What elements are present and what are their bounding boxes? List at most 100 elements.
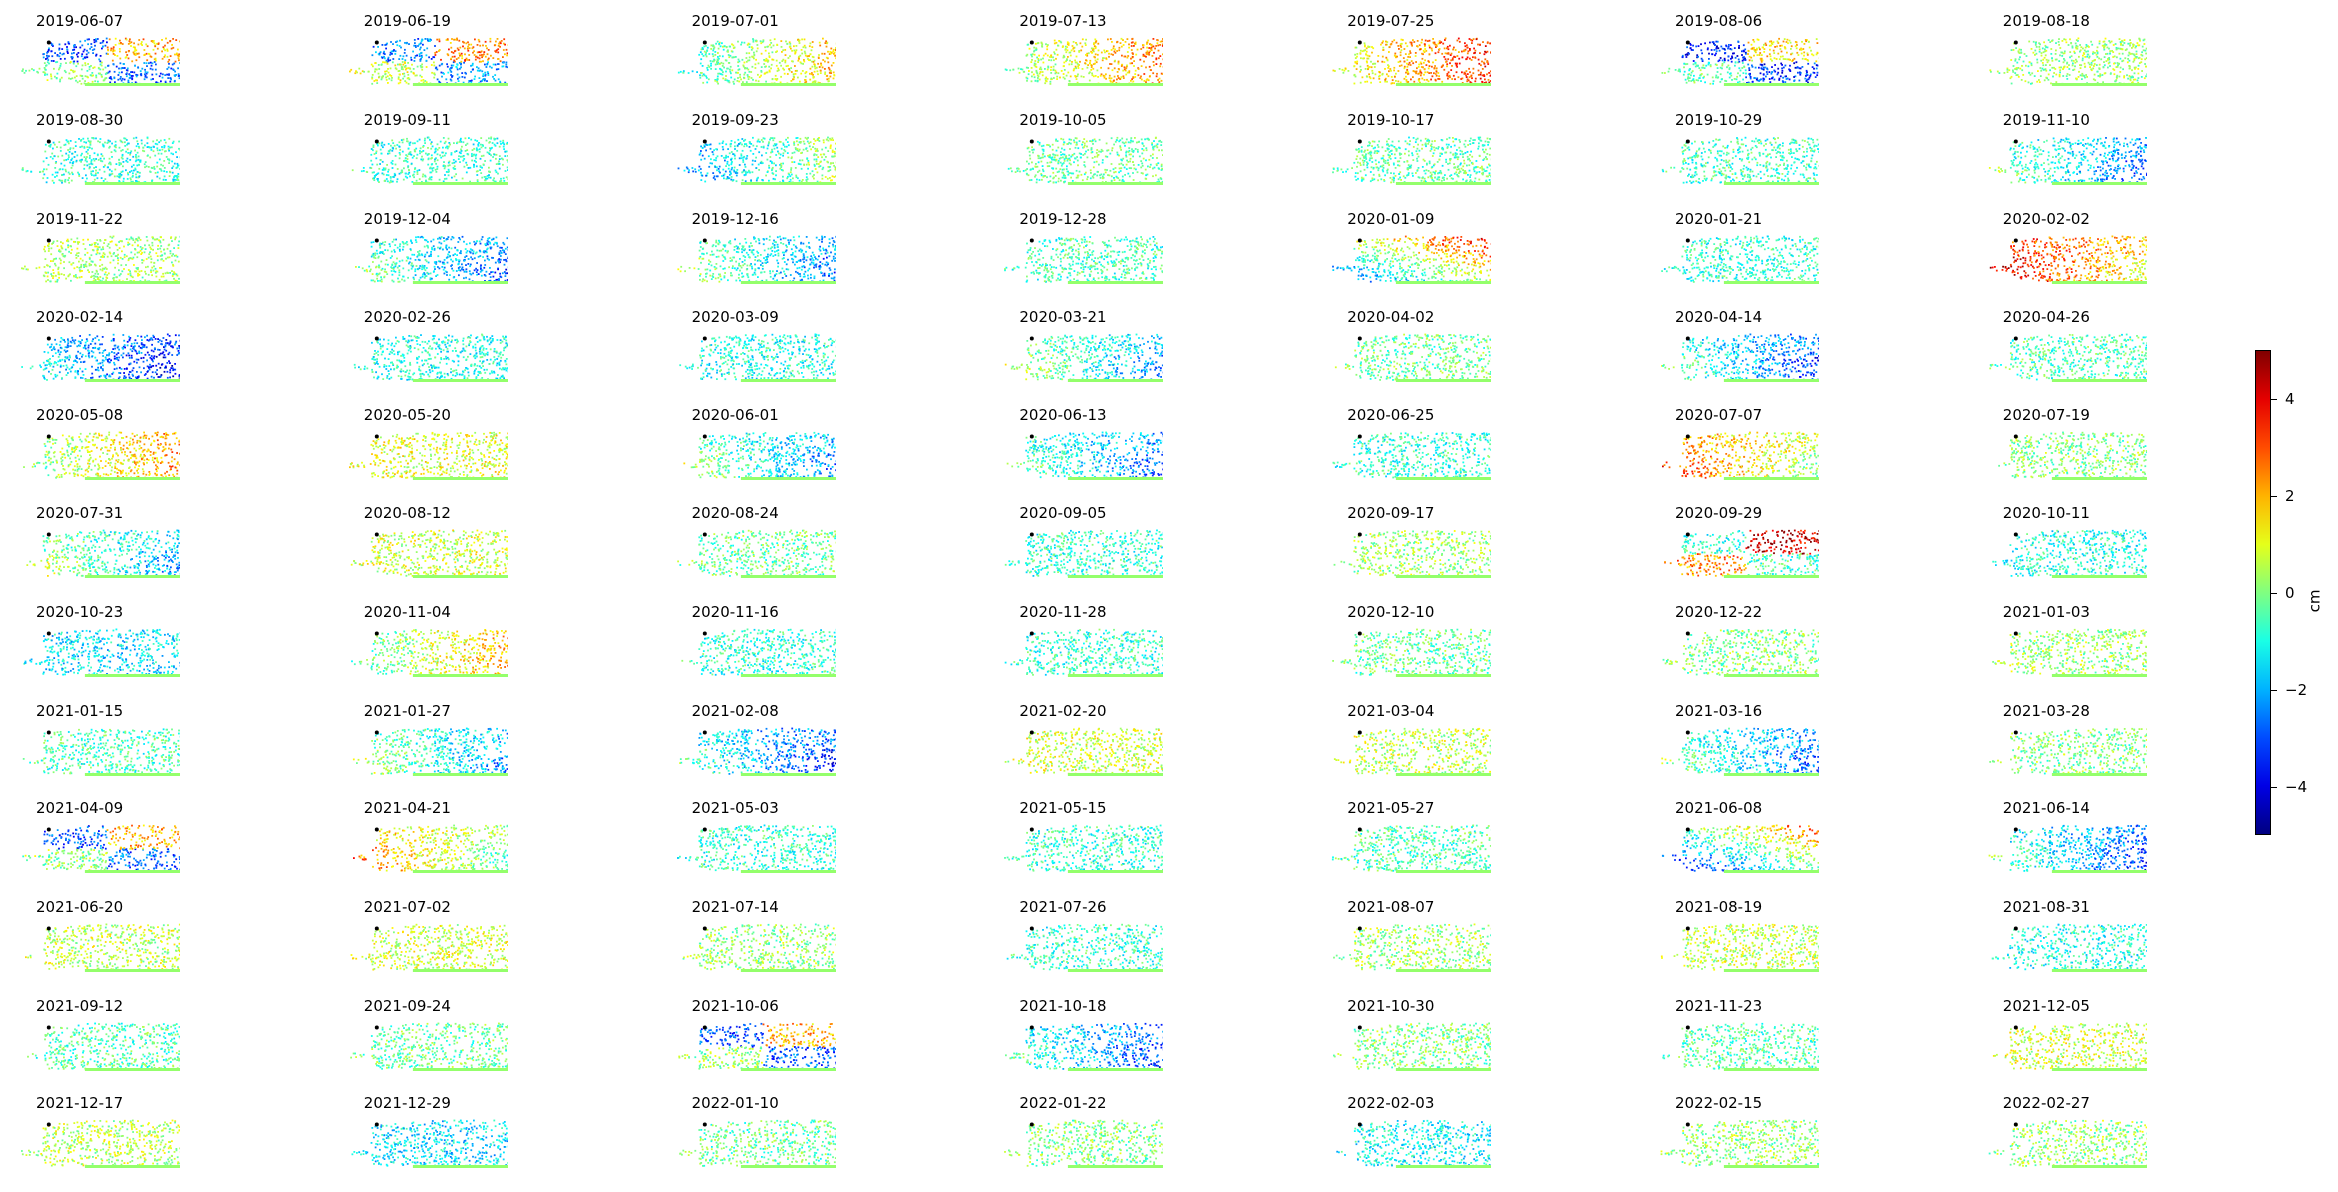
panel-date-label: 2020-02-14 bbox=[36, 308, 123, 326]
map-panel: 2020-09-29 bbox=[1639, 504, 1969, 602]
panel-date-label: 2019-08-06 bbox=[1675, 12, 1762, 30]
map-panel: 2020-11-28 bbox=[983, 603, 1313, 701]
panel-date-label: 2022-02-15 bbox=[1675, 1094, 1762, 1112]
displacement-map bbox=[0, 821, 180, 877]
displacement-map bbox=[328, 625, 508, 681]
panel-date-label: 2020-02-26 bbox=[364, 308, 451, 326]
map-panel: 2021-01-15 bbox=[0, 702, 330, 800]
map-panel: 2021-03-04 bbox=[1311, 702, 1641, 800]
map-panel: 2019-10-29 bbox=[1639, 111, 1969, 209]
panel-date-label: 2019-12-16 bbox=[692, 210, 779, 228]
map-panel: 2022-02-03 bbox=[1311, 1094, 1641, 1192]
panel-date-label: 2019-11-22 bbox=[36, 210, 123, 228]
panel-date-label: 2019-10-05 bbox=[1019, 111, 1106, 129]
displacement-map bbox=[1311, 821, 1491, 877]
panel-date-label: 2021-01-15 bbox=[36, 702, 123, 720]
map-panel: 2021-03-16 bbox=[1639, 702, 1969, 800]
panel-date-label: 2019-07-25 bbox=[1347, 12, 1434, 30]
displacement-map bbox=[1639, 232, 1819, 288]
displacement-map bbox=[1639, 34, 1819, 90]
panel-date-label: 2021-02-08 bbox=[692, 702, 779, 720]
displacement-map bbox=[1311, 232, 1491, 288]
map-panel: 2020-04-26 bbox=[1967, 308, 2297, 406]
displacement-map bbox=[656, 625, 836, 681]
displacement-map bbox=[656, 526, 836, 582]
map-panel: 2021-02-08 bbox=[656, 702, 986, 800]
colorbar-tick-label: 2 bbox=[2285, 488, 2295, 504]
panel-date-label: 2020-11-16 bbox=[692, 603, 779, 621]
map-panel: 2020-09-17 bbox=[1311, 504, 1641, 602]
map-panel: 2020-07-19 bbox=[1967, 406, 2297, 504]
colorbar-label: cm bbox=[2305, 590, 2323, 613]
displacement-map bbox=[0, 133, 180, 189]
displacement-map bbox=[328, 821, 508, 877]
panel-date-label: 2020-07-19 bbox=[2003, 406, 2090, 424]
displacement-map bbox=[1311, 724, 1491, 780]
displacement-map bbox=[1311, 34, 1491, 90]
panel-date-label: 2021-09-24 bbox=[364, 997, 451, 1015]
displacement-map bbox=[656, 232, 836, 288]
map-panel: 2021-12-29 bbox=[328, 1094, 658, 1192]
colorbar-tick bbox=[2271, 399, 2277, 400]
map-panel: 2021-08-07 bbox=[1311, 898, 1641, 996]
map-panel: 2020-07-07 bbox=[1639, 406, 1969, 504]
panel-date-label: 2021-06-08 bbox=[1675, 799, 1762, 817]
panel-date-label: 2020-03-09 bbox=[692, 308, 779, 326]
panel-date-label: 2020-05-08 bbox=[36, 406, 123, 424]
displacement-map bbox=[983, 330, 1163, 386]
displacement-map bbox=[0, 330, 180, 386]
displacement-map bbox=[328, 526, 508, 582]
map-panel: 2021-09-24 bbox=[328, 997, 658, 1095]
displacement-map bbox=[1967, 1019, 2147, 1075]
panel-date-label: 2020-08-24 bbox=[692, 504, 779, 522]
colorbar-tick-label: −4 bbox=[2285, 779, 2307, 795]
map-panel: 2020-05-20 bbox=[328, 406, 658, 504]
displacement-map bbox=[983, 133, 1163, 189]
panel-date-label: 2021-07-02 bbox=[364, 898, 451, 916]
panel-date-label: 2021-12-05 bbox=[2003, 997, 2090, 1015]
map-panel: 2020-06-01 bbox=[656, 406, 986, 504]
displacement-map bbox=[983, 821, 1163, 877]
panel-date-label: 2020-10-23 bbox=[36, 603, 123, 621]
displacement-map bbox=[1967, 133, 2147, 189]
panel-date-label: 2021-04-21 bbox=[364, 799, 451, 817]
displacement-map bbox=[328, 724, 508, 780]
map-panel: 2019-10-05 bbox=[983, 111, 1313, 209]
panel-date-label: 2019-10-17 bbox=[1347, 111, 1434, 129]
map-panel: 2022-02-15 bbox=[1639, 1094, 1969, 1192]
map-panel: 2020-06-13 bbox=[983, 406, 1313, 504]
panel-date-label: 2021-05-15 bbox=[1019, 799, 1106, 817]
map-panel: 2020-08-24 bbox=[656, 504, 986, 602]
displacement-map bbox=[0, 1019, 180, 1075]
map-panel: 2022-02-27 bbox=[1967, 1094, 2297, 1192]
displacement-map bbox=[983, 920, 1163, 976]
displacement-map bbox=[1311, 625, 1491, 681]
panel-date-label: 2019-11-10 bbox=[2003, 111, 2090, 129]
panel-date-label: 2021-11-23 bbox=[1675, 997, 1762, 1015]
panel-date-label: 2020-01-21 bbox=[1675, 210, 1762, 228]
map-panel: 2021-03-28 bbox=[1967, 702, 2297, 800]
displacement-map bbox=[328, 1116, 508, 1172]
displacement-map bbox=[328, 133, 508, 189]
panel-date-label: 2019-07-01 bbox=[692, 12, 779, 30]
map-panel: 2020-02-14 bbox=[0, 308, 330, 406]
panel-date-label: 2019-06-07 bbox=[36, 12, 123, 30]
displacement-map bbox=[1639, 1019, 1819, 1075]
displacement-map bbox=[328, 1019, 508, 1075]
panel-date-label: 2020-07-07 bbox=[1675, 406, 1762, 424]
panel-date-label: 2022-02-03 bbox=[1347, 1094, 1434, 1112]
panel-date-label: 2020-04-26 bbox=[2003, 308, 2090, 326]
displacement-map bbox=[1311, 1019, 1491, 1075]
panel-date-label: 2019-08-30 bbox=[36, 111, 123, 129]
displacement-map bbox=[656, 1116, 836, 1172]
panel-date-label: 2020-04-02 bbox=[1347, 308, 1434, 326]
displacement-map bbox=[328, 428, 508, 484]
panel-date-label: 2019-12-04 bbox=[364, 210, 451, 228]
panel-date-label: 2021-09-12 bbox=[36, 997, 123, 1015]
map-panel: 2019-08-06 bbox=[1639, 12, 1969, 110]
panel-date-label: 2019-06-19 bbox=[364, 12, 451, 30]
panel-date-label: 2020-08-12 bbox=[364, 504, 451, 522]
panel-date-label: 2021-03-28 bbox=[2003, 702, 2090, 720]
displacement-map bbox=[0, 724, 180, 780]
